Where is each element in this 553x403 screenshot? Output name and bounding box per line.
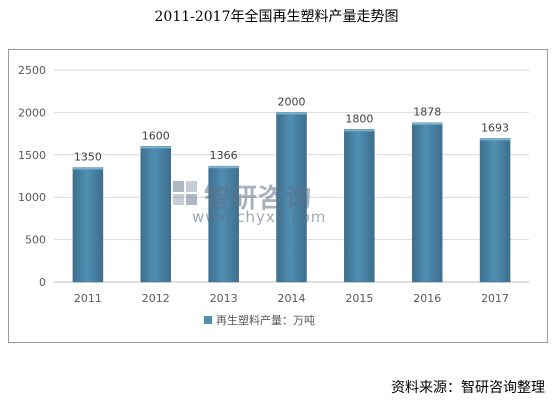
y-tick-label: 1500 xyxy=(18,149,46,162)
data-label-2013: 1366 xyxy=(210,149,238,162)
x-axis-tick-labels: 2011 2012 2013 2014 2015 2016 2017 xyxy=(74,292,509,305)
y-tick-label: 2000 xyxy=(18,106,46,119)
data-labels: 1350 1600 1366 2000 1800 1878 1693 xyxy=(74,95,509,163)
x-tick-label: 2017 xyxy=(481,292,509,305)
bar-2015 xyxy=(344,129,375,283)
y-tick-label: 500 xyxy=(25,234,46,247)
y-tick-label: 2500 xyxy=(18,64,46,77)
x-tick-label: 2016 xyxy=(413,292,441,305)
bar-2011 xyxy=(72,167,104,283)
source-note: 资料来源：智研咨询整理 xyxy=(391,380,545,396)
bar-2014 xyxy=(276,112,307,283)
data-label-2017: 1693 xyxy=(481,121,509,134)
bar-top-2011 xyxy=(72,167,103,170)
bar-top-2012 xyxy=(140,146,171,149)
x-tick-label: 2011 xyxy=(74,292,102,305)
data-label-2015: 1800 xyxy=(345,112,373,125)
bars xyxy=(72,112,511,283)
legend: 再生塑料产量：万吨 xyxy=(204,313,315,327)
x-tick-label: 2014 xyxy=(278,292,306,305)
bar-top-2016 xyxy=(412,122,443,125)
bar-2012 xyxy=(140,146,172,283)
legend-swatch xyxy=(204,316,212,324)
bar-2013 xyxy=(208,165,239,283)
y-tick-label: 1000 xyxy=(18,191,46,204)
bar-top-2017 xyxy=(480,138,511,141)
y-axis-tick-labels: 0 500 1000 1500 2000 2500 xyxy=(18,64,46,289)
data-label-2016: 1878 xyxy=(413,106,441,119)
x-tick-label: 2015 xyxy=(345,292,373,305)
x-tick-label: 2012 xyxy=(142,292,170,305)
chart-area: 0 500 1000 1500 2000 2500 1350 1600 1366 2000 180… xyxy=(8,49,548,343)
data-label-2011: 1350 xyxy=(74,151,102,164)
bar-chart: 0 500 1000 1500 2000 2500 1350 1600 1366 2000 180… xyxy=(18,64,529,327)
y-tick-label: 0 xyxy=(39,276,46,289)
data-label-2014: 2000 xyxy=(278,95,306,108)
legend-label: 再生塑料产量：万吨 xyxy=(216,313,315,327)
chart-title: 2011-2017年全国再生塑料产量走势图 xyxy=(154,9,399,25)
bar-2016 xyxy=(411,122,443,283)
bar-top-2013 xyxy=(208,166,239,169)
data-label-2012: 1600 xyxy=(142,129,170,142)
bar-top-2014 xyxy=(276,112,307,115)
x-tick-label: 2013 xyxy=(210,292,238,305)
bar-top-2015 xyxy=(344,129,375,132)
bar-2017 xyxy=(479,138,511,283)
